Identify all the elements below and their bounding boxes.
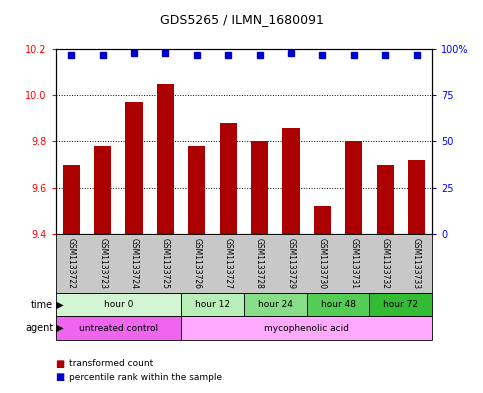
Text: GSM1133724: GSM1133724 (129, 238, 139, 289)
Text: time: time (31, 299, 53, 310)
Text: hour 12: hour 12 (195, 300, 230, 309)
Text: hour 0: hour 0 (104, 300, 133, 309)
Text: ■: ■ (56, 372, 65, 382)
Bar (251, 141, 268, 234)
Bar (94, 146, 111, 234)
Text: GSM1133725: GSM1133725 (161, 238, 170, 289)
Text: ▶: ▶ (53, 323, 64, 333)
Text: GSM1133730: GSM1133730 (318, 238, 327, 289)
Text: hour 72: hour 72 (384, 300, 418, 309)
Bar (63, 165, 80, 234)
Text: mycophenolic acid: mycophenolic acid (264, 324, 349, 332)
Text: ▶: ▶ (53, 299, 64, 310)
Bar (314, 206, 331, 234)
Text: GSM1133723: GSM1133723 (98, 238, 107, 289)
Bar (377, 165, 394, 234)
Text: GSM1133731: GSM1133731 (349, 238, 358, 289)
Text: ■: ■ (56, 358, 65, 369)
Text: GSM1133728: GSM1133728 (255, 238, 264, 289)
Bar (408, 160, 425, 234)
Bar (220, 123, 237, 234)
Text: GSM1133722: GSM1133722 (67, 238, 76, 289)
Text: GSM1133729: GSM1133729 (286, 238, 296, 289)
Text: transformed count: transformed count (69, 359, 153, 368)
Bar (188, 146, 205, 234)
Text: untreated control: untreated control (79, 324, 158, 332)
Text: hour 24: hour 24 (258, 300, 293, 309)
Text: GDS5265 / ILMN_1680091: GDS5265 / ILMN_1680091 (159, 13, 324, 26)
Text: GSM1133726: GSM1133726 (192, 238, 201, 289)
Text: percentile rank within the sample: percentile rank within the sample (69, 373, 222, 382)
Text: GSM1133733: GSM1133733 (412, 238, 421, 289)
Bar (157, 84, 174, 234)
Text: hour 48: hour 48 (321, 300, 355, 309)
Text: GSM1133732: GSM1133732 (381, 238, 390, 289)
Bar (283, 128, 299, 234)
Text: agent: agent (25, 323, 53, 333)
Bar (345, 141, 362, 234)
Text: GSM1133727: GSM1133727 (224, 238, 233, 289)
Bar (126, 102, 142, 234)
